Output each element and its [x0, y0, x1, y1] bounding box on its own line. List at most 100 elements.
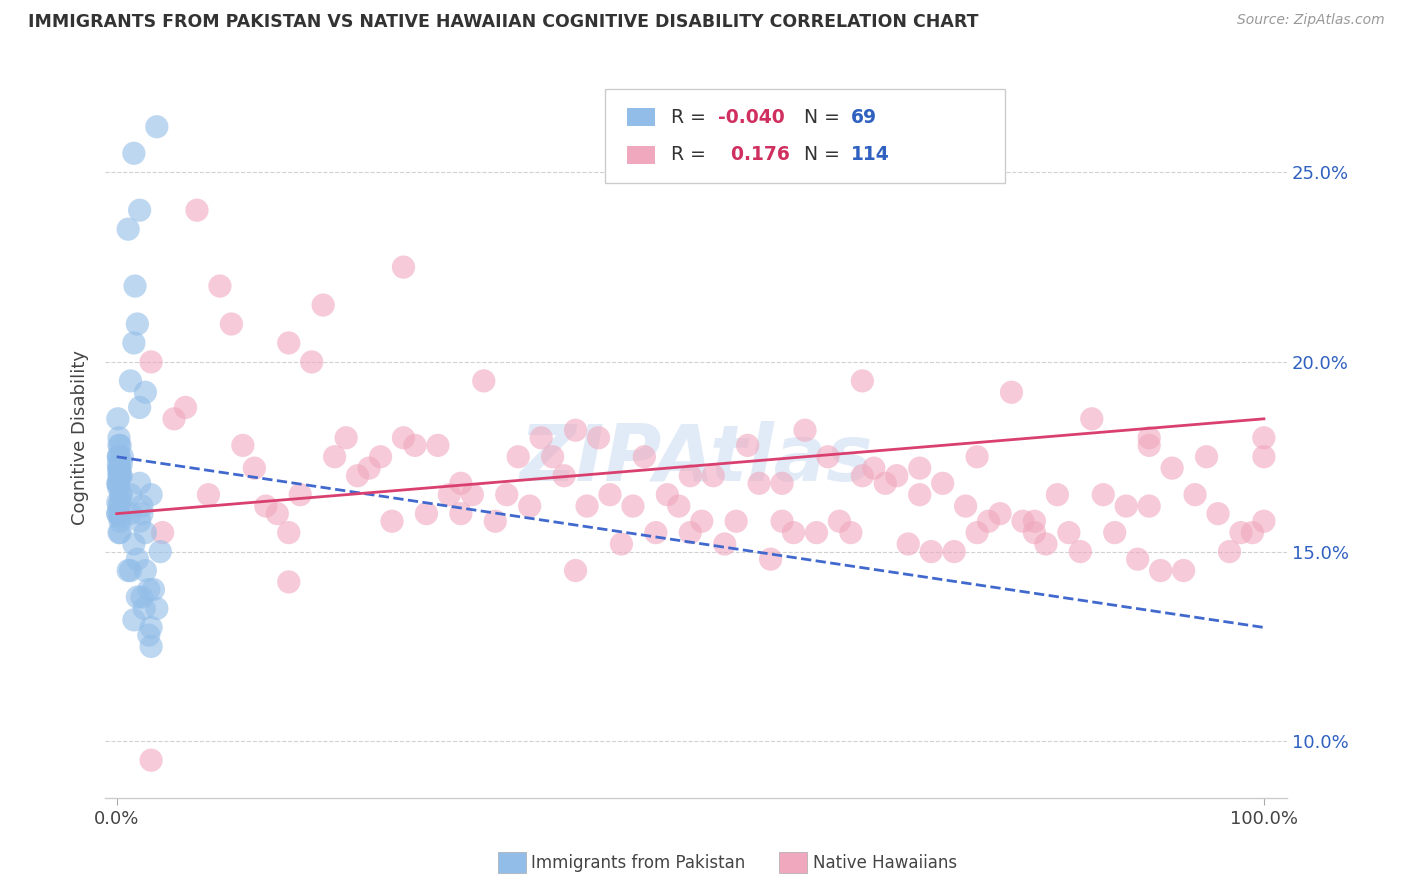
- Point: [107, 480, 129, 494]
- Point: [108, 461, 131, 475]
- Point: [254, 499, 277, 513]
- Text: ZIPAtlas: ZIPAtlas: [519, 421, 873, 498]
- Point: [139, 620, 162, 634]
- Point: [621, 499, 644, 513]
- Point: [277, 525, 299, 540]
- Point: [107, 450, 129, 464]
- Point: [243, 461, 266, 475]
- Point: [152, 525, 174, 540]
- Point: [519, 499, 541, 513]
- Point: [472, 374, 495, 388]
- Point: [1253, 431, 1275, 445]
- Point: [392, 431, 415, 445]
- Point: [131, 499, 153, 513]
- Point: [108, 438, 131, 452]
- Point: [1241, 525, 1264, 540]
- Point: [564, 423, 586, 437]
- Text: N =: N =: [804, 108, 846, 127]
- Point: [404, 438, 426, 452]
- Text: Source: ZipAtlas.com: Source: ZipAtlas.com: [1237, 13, 1385, 28]
- Point: [782, 525, 804, 540]
- Point: [748, 476, 770, 491]
- Point: [110, 458, 132, 472]
- Point: [290, 488, 312, 502]
- Text: Native Hawaiians: Native Hawaiians: [813, 854, 957, 871]
- Point: [108, 510, 131, 524]
- Point: [875, 476, 897, 491]
- Point: [110, 468, 132, 483]
- Point: [943, 544, 966, 558]
- Point: [124, 279, 146, 293]
- Point: [110, 488, 132, 502]
- Text: -0.040: -0.040: [718, 108, 785, 127]
- Point: [1057, 525, 1080, 540]
- Point: [1230, 525, 1253, 540]
- Point: [138, 582, 160, 597]
- Point: [122, 613, 145, 627]
- Point: [122, 537, 145, 551]
- Point: [1126, 552, 1149, 566]
- Point: [108, 507, 131, 521]
- Point: [1069, 544, 1091, 558]
- Point: [1137, 438, 1160, 452]
- Point: [828, 514, 851, 528]
- Point: [484, 514, 506, 528]
- Point: [146, 120, 169, 134]
- Point: [931, 476, 953, 491]
- Point: [966, 525, 988, 540]
- Point: [737, 438, 759, 452]
- Point: [134, 525, 156, 540]
- Point: [335, 431, 357, 445]
- Point: [301, 355, 323, 369]
- Point: [107, 476, 129, 491]
- Text: 69: 69: [851, 108, 877, 127]
- Point: [197, 488, 219, 502]
- Point: [357, 461, 380, 475]
- Point: [134, 385, 156, 400]
- Point: [633, 450, 655, 464]
- Point: [415, 507, 437, 521]
- Point: [127, 317, 149, 331]
- Point: [323, 450, 346, 464]
- Point: [1184, 488, 1206, 502]
- Point: [139, 640, 162, 654]
- Point: [108, 450, 131, 464]
- Point: [817, 450, 839, 464]
- Point: [108, 461, 131, 475]
- Point: [107, 450, 129, 464]
- Text: Immigrants from Pakistan: Immigrants from Pakistan: [531, 854, 745, 871]
- Point: [908, 461, 931, 475]
- Point: [127, 552, 149, 566]
- Point: [107, 476, 129, 491]
- Point: [1206, 507, 1229, 521]
- Point: [131, 507, 153, 521]
- Point: [108, 461, 131, 475]
- Point: [108, 525, 131, 540]
- Point: [1253, 450, 1275, 464]
- Point: [759, 552, 782, 566]
- Point: [1000, 385, 1022, 400]
- Point: [208, 279, 231, 293]
- Point: [108, 499, 131, 513]
- Point: [1218, 544, 1240, 558]
- Point: [107, 507, 129, 521]
- Point: [139, 488, 162, 502]
- Point: [794, 423, 817, 437]
- Point: [108, 468, 131, 483]
- Point: [186, 203, 208, 218]
- Point: [163, 412, 186, 426]
- Point: [966, 450, 988, 464]
- Point: [851, 374, 873, 388]
- Point: [146, 601, 169, 615]
- Point: [107, 458, 129, 472]
- Point: [108, 431, 131, 445]
- Point: [346, 468, 368, 483]
- Point: [863, 461, 886, 475]
- Point: [1161, 461, 1184, 475]
- Point: [1081, 412, 1104, 426]
- Point: [131, 590, 153, 604]
- Point: [955, 499, 977, 513]
- Point: [128, 401, 150, 415]
- Point: [370, 450, 392, 464]
- Point: [725, 514, 748, 528]
